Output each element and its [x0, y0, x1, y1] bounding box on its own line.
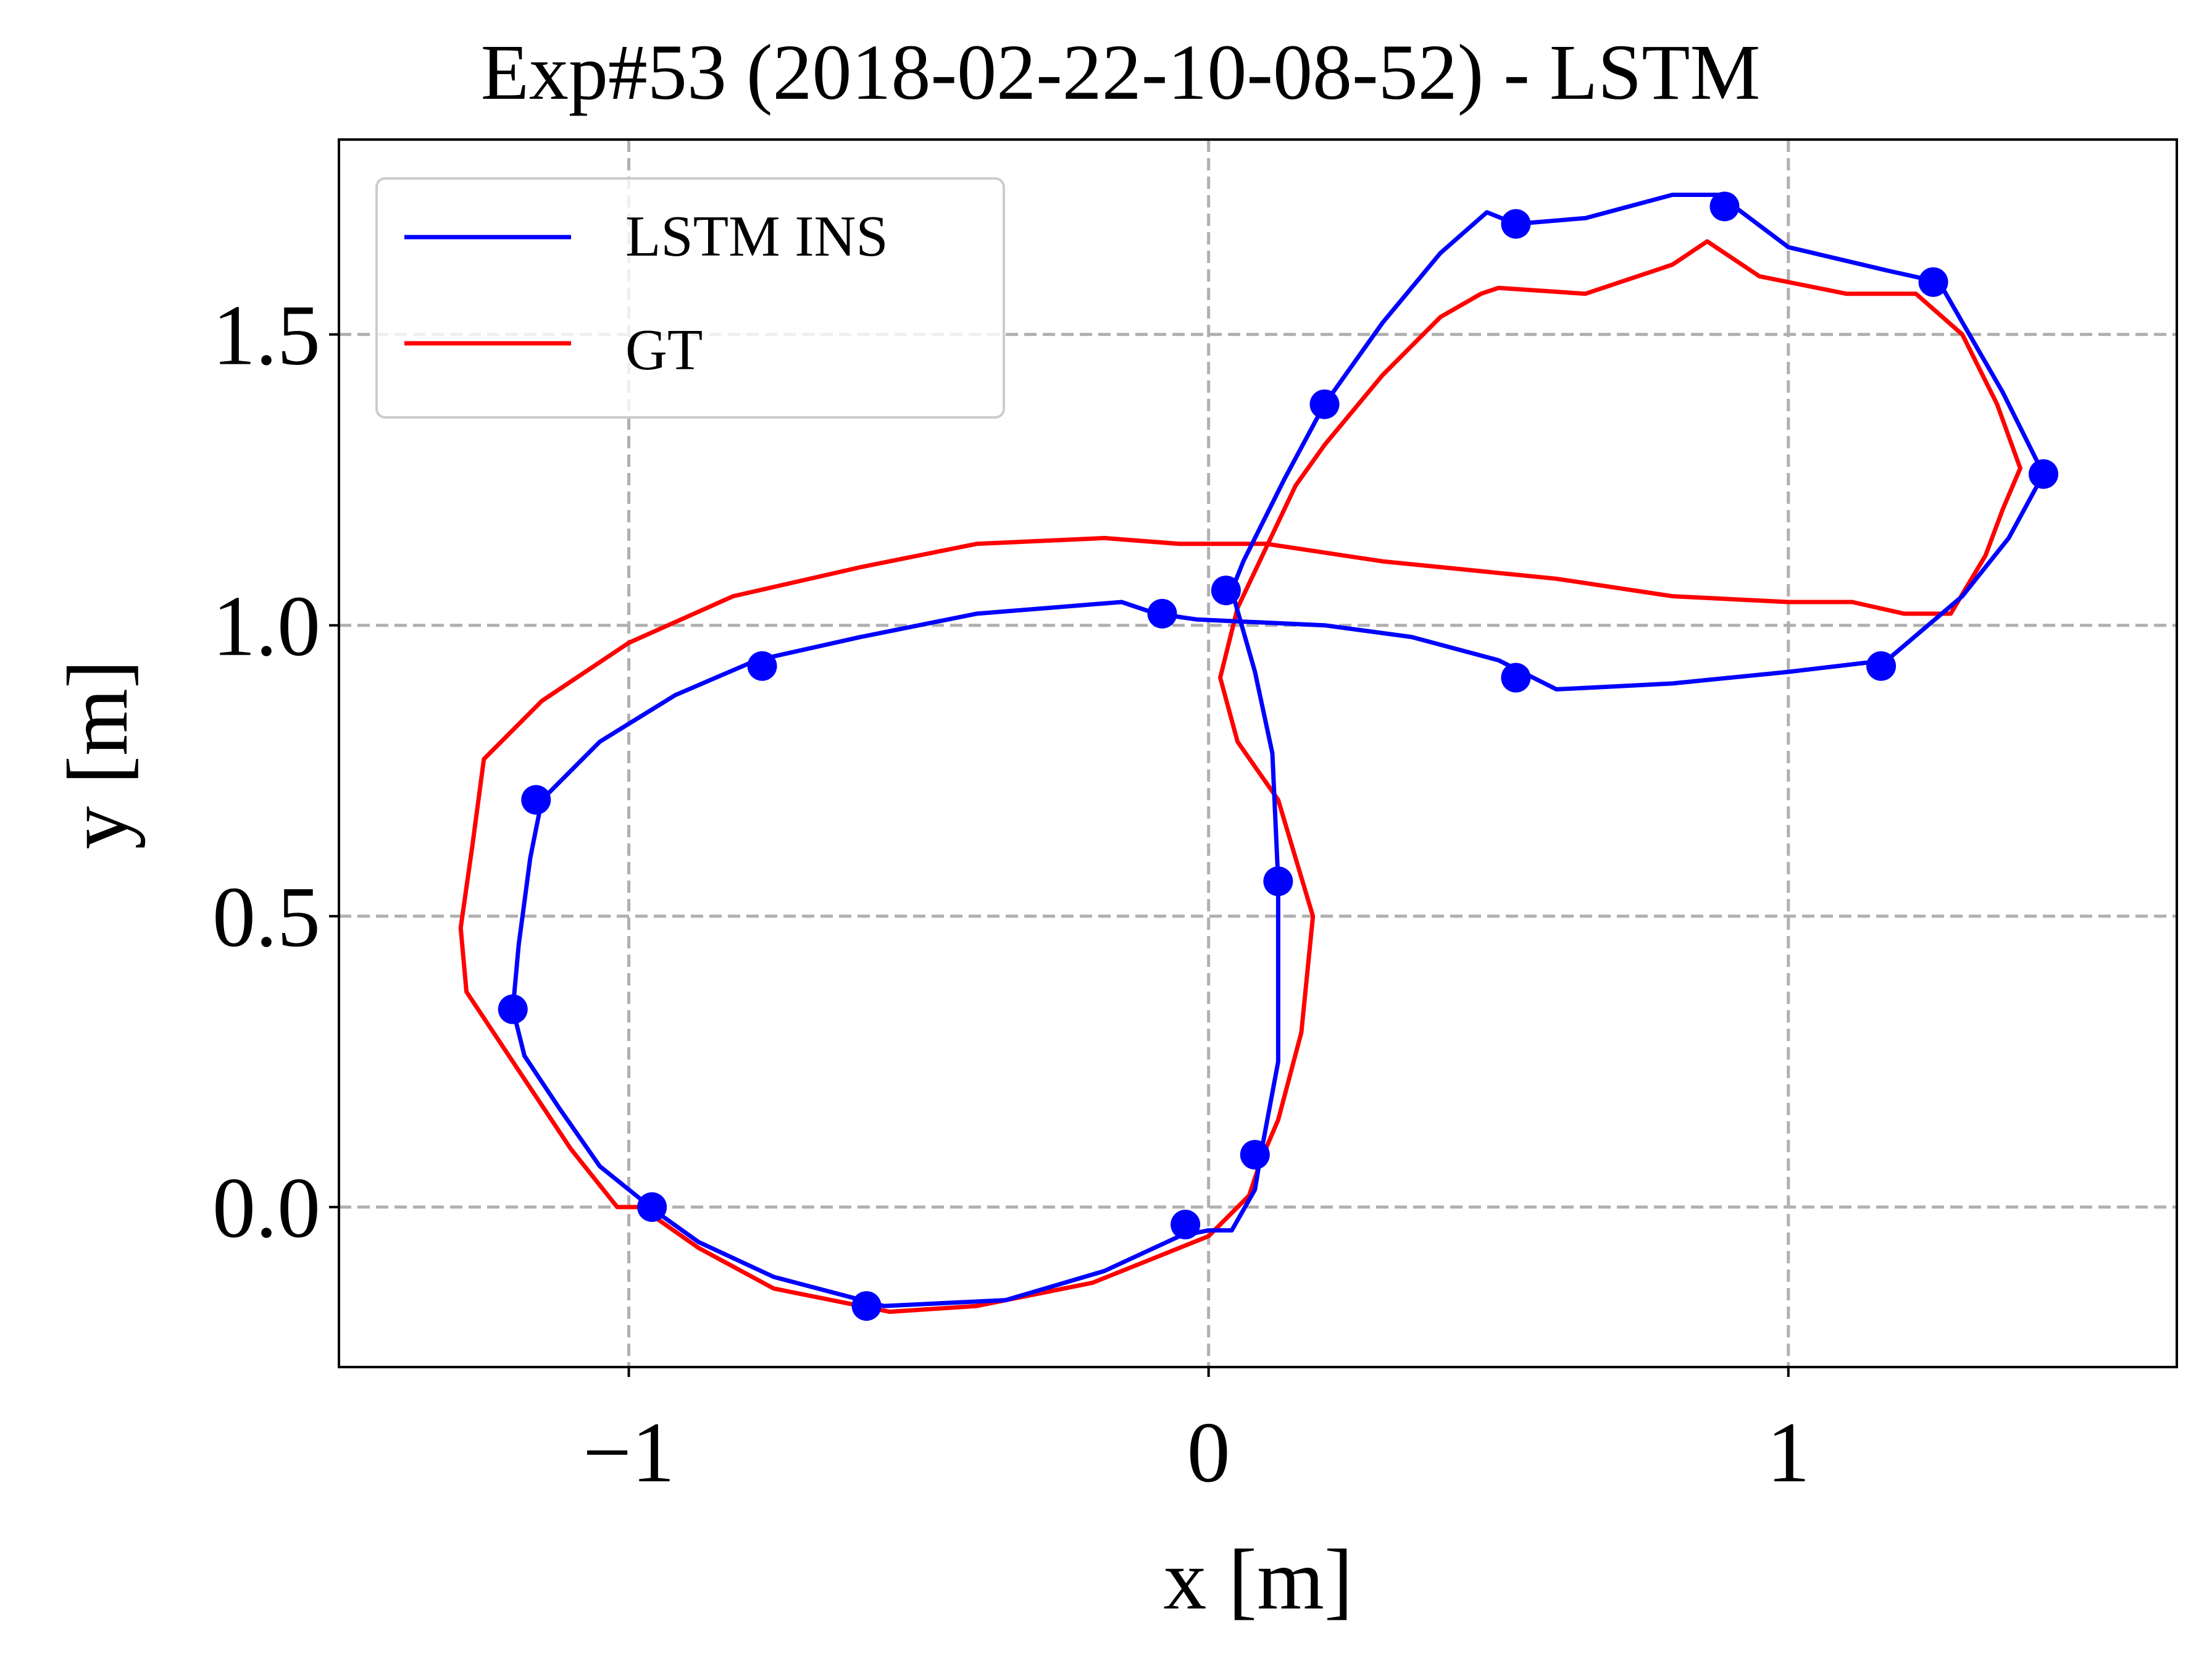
marker-lstm-ins [521, 785, 551, 815]
marker-lstm-ins [1309, 389, 1340, 419]
marker-lstm-ins [1147, 598, 1177, 629]
plot-frame [338, 138, 2178, 1368]
legend-label-gt: GT [625, 318, 703, 382]
marker-lstm-ins [1263, 866, 1293, 897]
y-tick-label: 1.5 [212, 288, 320, 383]
marker-lstm-ins [1211, 575, 1241, 606]
marker-lstm-ins [851, 1291, 882, 1321]
marker-lstm-ins [1171, 1210, 1201, 1240]
y-tick-label: 0.5 [212, 869, 320, 965]
marker-lstm-ins [1866, 651, 1897, 681]
tick-labels: −1 0 1 0.0 0.5 1.0 1.5 [212, 288, 1810, 1500]
marker-lstm-ins [2029, 459, 2059, 489]
x-axis-label: x [m] [1163, 1532, 1353, 1628]
legend-label-lstm-ins: LSTM INS [625, 204, 888, 269]
y-tick-label: 0.0 [212, 1160, 320, 1256]
series-line-gt [458, 239, 2022, 1314]
marker-lstm-ins [1709, 191, 1740, 222]
x-tick-label: 0 [1187, 1405, 1230, 1500]
chart-title: Exp#53 (2018-02-22-10-08-52) - LSTM [481, 28, 1761, 116]
marker-lstm-ins [747, 651, 777, 681]
marker-lstm-ins [1501, 209, 1531, 239]
y-axis-label: y [m] [50, 659, 146, 849]
x-tick-label: −1 [583, 1405, 675, 1500]
y-tick-label: 1.0 [212, 579, 320, 674]
marker-lstm-ins [637, 1192, 667, 1222]
x-tick-label: 1 [1767, 1405, 1810, 1500]
series-layer [458, 191, 2059, 1321]
marker-lstm-ins [1240, 1140, 1270, 1170]
marker-lstm-ins [1918, 267, 1948, 297]
legend: LSTM INS GT [375, 177, 1005, 419]
marker-lstm-ins [1501, 663, 1531, 693]
marker-lstm-ins [498, 994, 528, 1024]
